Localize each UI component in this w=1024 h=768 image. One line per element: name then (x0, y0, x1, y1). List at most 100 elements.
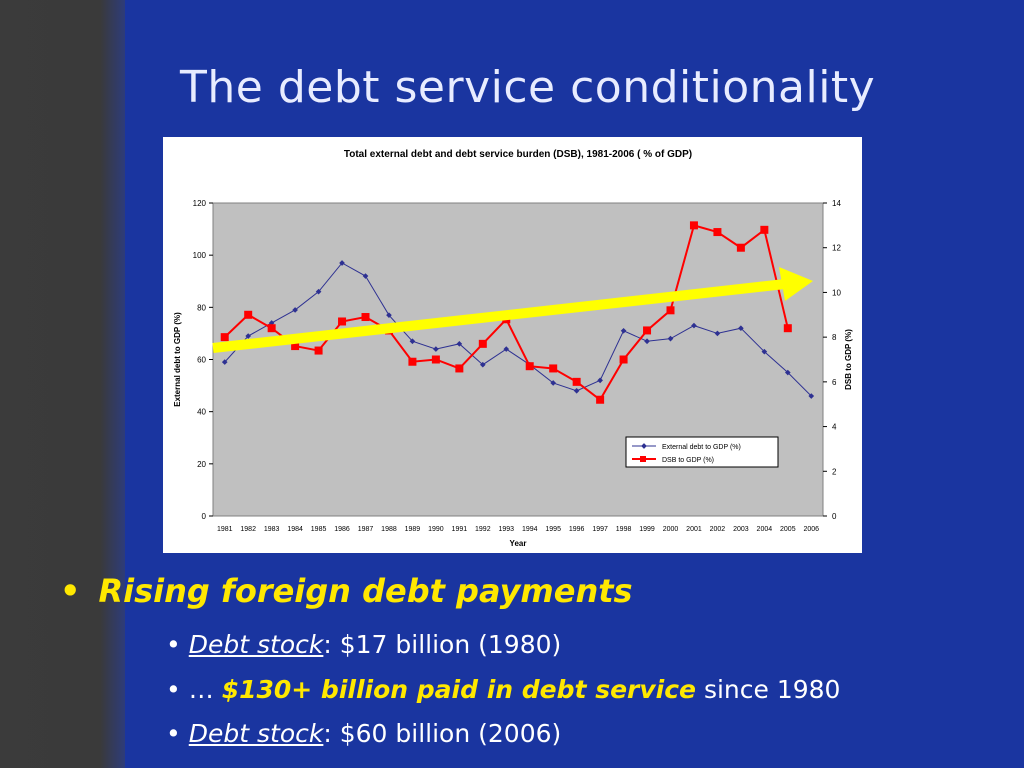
sub1-term: Debt stock (188, 630, 324, 659)
x-tick-label: 2006 (803, 526, 819, 533)
x-tick-label: 1981 (217, 526, 233, 533)
external-debt-point (550, 380, 557, 386)
legend-box (625, 436, 779, 468)
dsb-point (619, 355, 628, 364)
external-debt-series-line (224, 262, 812, 397)
y2-tick-label: 12 (832, 244, 841, 253)
y-tick-label: 60 (197, 356, 206, 365)
bullet-dot: • (166, 719, 181, 748)
dsb-point (760, 225, 769, 234)
x-tick-label: 1998 (616, 526, 632, 533)
x-tick-label: 1987 (358, 526, 374, 533)
sub-bullet-3: • Debt stock: $60 billion (2006) (166, 719, 561, 748)
external-debt-point (315, 288, 322, 295)
x-tick-label: 1997 (592, 526, 608, 533)
external-debt-point (409, 338, 416, 345)
dsb-point (478, 339, 487, 348)
x-tick-label: 1989 (405, 526, 421, 533)
dsb-point (220, 333, 229, 342)
y2-tick-label: 4 (832, 423, 837, 432)
x-tick-label: 1994 (522, 526, 538, 533)
y2-tick-label: 10 (832, 288, 841, 297)
y-tick-label: 0 (202, 512, 207, 521)
y2-tick-label: 14 (832, 199, 841, 208)
y-axis-label: External debt to GDP (%) (173, 312, 182, 407)
dsb-point (549, 364, 558, 373)
y-tick-label: 40 (197, 408, 206, 417)
x-tick-label: 1999 (639, 526, 655, 533)
sub2-suffix: since 1980 (703, 675, 841, 704)
y-tick-label: 20 (197, 460, 206, 469)
y2-tick-label: 6 (832, 378, 837, 387)
external-debt-point (784, 369, 791, 376)
external-debt-legend-marker (641, 443, 647, 449)
dsb-point (572, 377, 581, 386)
dsb-point (455, 364, 464, 373)
external-debt-point (573, 387, 580, 394)
dsb-point (314, 346, 323, 355)
dsb-point (361, 313, 370, 322)
external-debt-point (738, 325, 744, 332)
x-tick-label: 1986 (334, 526, 350, 533)
sub2-highlight: $130+ billion paid in debt service (221, 675, 696, 704)
external-debt-point (597, 377, 603, 384)
external-debt-point (620, 327, 627, 334)
dsb-point (338, 317, 347, 326)
x-tick-label: 2001 (686, 526, 702, 533)
external-debt-point (433, 346, 439, 352)
dsb-point (596, 395, 605, 404)
dsb-point (267, 324, 276, 333)
x-tick-label: 1996 (569, 526, 585, 533)
dsb-point (431, 355, 440, 364)
bullet-dot: • (166, 675, 181, 704)
x-tick-label: 1995 (545, 526, 561, 533)
external-debt-point (456, 341, 463, 347)
external-debt-point (362, 273, 369, 279)
external-debt-point (761, 348, 768, 355)
left-sidebar (0, 0, 125, 768)
x-tick-label: 2004 (757, 526, 773, 533)
chart: Total external debt and debt service bur… (173, 149, 853, 548)
external-debt-point (667, 335, 674, 342)
dsb-point (291, 342, 300, 351)
dsb-legend-label: DSB to GDP (%) (662, 457, 714, 464)
sub-bullet-1: • Debt stock: $17 billion (1980) (166, 630, 561, 659)
external-debt-point (503, 346, 510, 352)
dsb-point (666, 306, 675, 315)
y2-tick-label: 0 (832, 512, 837, 521)
dsb-point (643, 326, 652, 335)
x-tick-label: 1985 (311, 526, 327, 533)
y2-tick-label: 2 (832, 467, 837, 476)
x-tick-label: 1984 (287, 526, 303, 533)
x-tick-label: 1983 (264, 526, 280, 533)
dsb-point (713, 228, 722, 237)
chart-panel: Total external debt and debt service bur… (163, 137, 862, 553)
sub1-rest: : $17 billion (1980) (323, 630, 562, 659)
trend-arrow-head (779, 267, 813, 301)
dsb-point (408, 357, 417, 366)
slide-title: The debt service conditionality (180, 62, 876, 113)
external-debt-point (245, 333, 252, 339)
x-tick-label: 1992 (475, 526, 491, 533)
x-axis-label: Year (510, 539, 527, 548)
y2-tick-label: 8 (832, 333, 837, 342)
sub3-rest: : $60 billion (2006) (323, 719, 562, 748)
x-tick-label: 2005 (780, 526, 796, 533)
y-tick-label: 80 (197, 303, 206, 312)
sub2-prefix: … (188, 675, 214, 704)
external-debt-legend-label: External debt to GDP (%) (662, 444, 741, 451)
dsb-legend-marker (640, 456, 646, 462)
x-tick-label: 1982 (240, 526, 256, 533)
bullet-dot: • (60, 572, 81, 610)
y2-axis-label: DSB to GDP (%) (844, 329, 853, 390)
external-debt-point (714, 330, 721, 337)
dsb-point (736, 243, 745, 252)
bullet-dot: • (166, 630, 181, 659)
chart-title: Total external debt and debt service bur… (344, 149, 692, 160)
bullet-main: • Rising foreign debt payments (60, 572, 633, 610)
dsb-point (783, 324, 792, 333)
external-debt-point (644, 338, 650, 345)
x-tick-label: 2003 (733, 526, 749, 533)
y-tick-label: 100 (193, 251, 207, 260)
external-debt-point (691, 322, 697, 329)
